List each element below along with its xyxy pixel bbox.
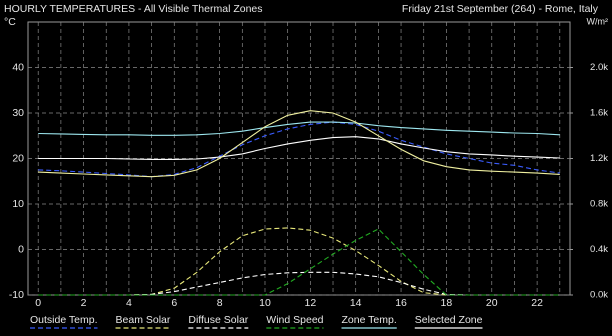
y-tick-label: 10 — [12, 198, 24, 210]
chart-subtitle: Friday 21st September (264) - Rome, Ital… — [402, 3, 599, 15]
y2-tick-label: 1.6k — [590, 108, 608, 119]
legend-label: Beam Solar — [116, 314, 171, 326]
series-line — [38, 227, 560, 296]
x-tick-label: 18 — [441, 297, 453, 309]
x-tick-label: 20 — [486, 297, 498, 309]
y-tick-label: 40 — [12, 61, 24, 73]
legend-label: Wind Speed — [266, 314, 323, 326]
x-tick-label: 0 — [35, 297, 41, 309]
legend-label: Selected Zone — [415, 314, 483, 326]
series-line — [38, 110, 560, 178]
legend-label: Diffuse Solar — [188, 314, 248, 326]
y2-tick-label: 0.4k — [590, 244, 608, 255]
x-tick-label: 22 — [531, 297, 543, 309]
y-tick-label: 0 — [18, 243, 24, 255]
series-line — [38, 228, 560, 296]
chart-title: HOURLY TEMPERATURES - All Visible Therma… — [4, 3, 263, 15]
series-line — [38, 121, 560, 178]
y2-tick-label: 0.8k — [590, 199, 608, 210]
y2-tick-label: 0.0k — [590, 290, 608, 301]
series-line — [38, 121, 560, 136]
legend-label: Zone Temp. — [342, 314, 397, 326]
y2-axis-label: W/m² — [587, 16, 609, 26]
x-tick-label: 12 — [304, 297, 316, 309]
x-tick-label: 14 — [350, 297, 362, 309]
y-tick-label: -10 — [9, 289, 24, 301]
y-axis-label: °C — [4, 16, 16, 28]
series-line — [38, 136, 560, 160]
x-tick-label: 10 — [259, 297, 271, 309]
y-tick-label: 20 — [12, 152, 24, 164]
x-tick-label: 4 — [126, 297, 132, 309]
legend-label: Outside Temp. — [30, 314, 98, 326]
y2-tick-label: 1.2k — [590, 153, 608, 164]
x-tick-label: 16 — [395, 297, 407, 309]
y2-tick-label: 2.0k — [590, 62, 608, 73]
y-tick-label: 30 — [12, 107, 24, 119]
x-tick-label: 8 — [217, 297, 223, 309]
x-tick-label: 6 — [171, 297, 177, 309]
x-tick-label: 2 — [81, 297, 87, 309]
